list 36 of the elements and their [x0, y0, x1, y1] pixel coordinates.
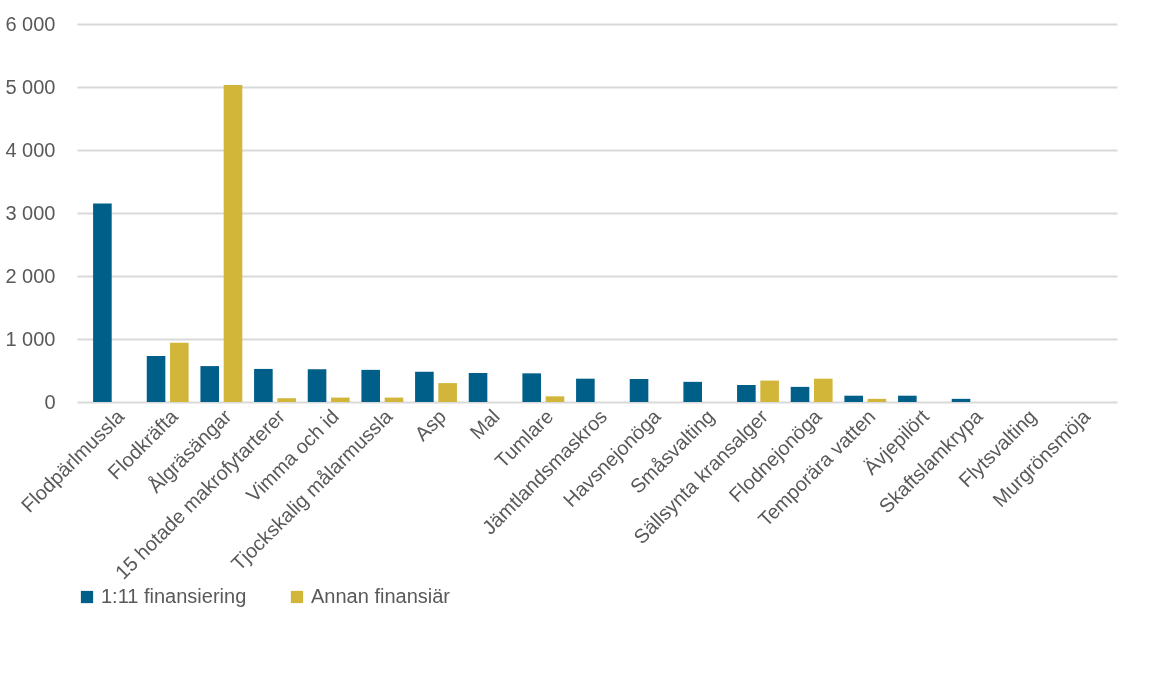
bar: [844, 395, 863, 402]
y-tick-label: 2 000: [5, 264, 56, 287]
legend-label: Annan finansiär: [311, 585, 451, 607]
bar: [438, 383, 457, 402]
bar: [737, 384, 756, 402]
bar: [468, 373, 488, 402]
bar: [629, 379, 649, 402]
y-tick-label: 5 000: [5, 75, 56, 98]
bar: [951, 398, 971, 402]
bar: [545, 396, 565, 402]
bar: [361, 369, 381, 402]
bar: [307, 369, 327, 402]
y-tick-label: 3 000: [5, 201, 56, 224]
bar: [93, 203, 112, 402]
bar: [277, 398, 296, 402]
bar: [331, 397, 350, 402]
bar: [683, 381, 702, 402]
y-tick-label: 4 000: [5, 138, 56, 161]
y-tick-label: 0: [44, 390, 56, 413]
bar: [576, 378, 595, 402]
bar: [522, 373, 542, 402]
x-tick-label: Asp: [410, 405, 451, 446]
bar: [223, 85, 243, 402]
y-tick-label: 1 000: [5, 327, 56, 350]
bar: [813, 378, 833, 402]
bar: [200, 366, 220, 402]
bar: [254, 368, 273, 402]
y-tick-label: 6 000: [5, 12, 56, 35]
legend-label: 1:11 finansiering: [101, 585, 247, 607]
bar: [170, 342, 189, 402]
bar: [867, 398, 887, 402]
bar: [898, 395, 917, 402]
bar: [790, 386, 810, 402]
bar: [415, 371, 434, 402]
bar: [146, 356, 166, 402]
bar: [760, 380, 779, 402]
